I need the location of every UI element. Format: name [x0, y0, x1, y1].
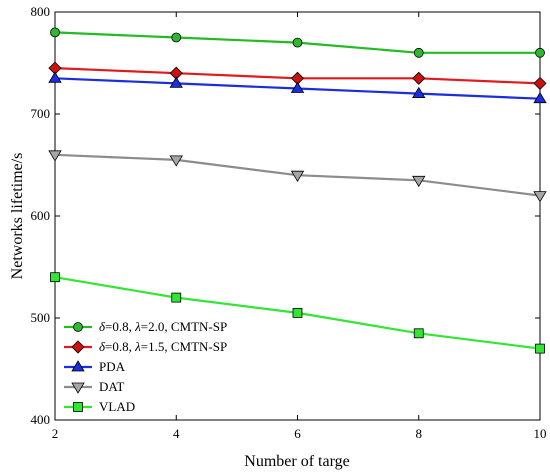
x-axis-title: Number of targe	[244, 453, 349, 470]
data-point	[290, 170, 305, 182]
data-point	[169, 76, 183, 88]
legend-label: VLAD	[99, 399, 135, 414]
legend-label: PDA	[99, 359, 126, 374]
y-axis: 400 500 600 700 800	[31, 4, 540, 427]
legend: δ=0.8, λ=2.0, CMTN-SP δ=0.8, λ=1.5, CMTN-…	[64, 319, 227, 414]
data-point	[535, 343, 545, 354]
legend-item: δ=0.8, λ=2.0, CMTN-SP	[64, 319, 227, 334]
legend-label: DAT	[99, 379, 124, 394]
y-tick-label: 600	[31, 208, 51, 223]
data-point	[533, 76, 547, 90]
data-point	[171, 292, 182, 303]
y-tick-label: 700	[31, 106, 51, 121]
data-point	[48, 150, 62, 162]
legend-marker	[71, 360, 85, 372]
y-tick-label: 500	[31, 310, 51, 325]
data-point	[413, 328, 424, 339]
series-4	[48, 150, 547, 203]
data-point	[292, 307, 303, 318]
data-point	[169, 155, 183, 167]
legend-item: PDA	[64, 359, 126, 374]
y-axis-title: Networks lifetime/s	[9, 153, 26, 280]
x-tick-label: 8	[416, 426, 423, 441]
data-point	[290, 81, 305, 93]
legend-item: δ=0.8, λ=1.5, CMTN-SP	[64, 339, 227, 354]
legend-marker	[71, 340, 85, 354]
data-point	[412, 71, 426, 85]
data-point	[50, 272, 60, 283]
series-layer	[48, 27, 547, 354]
y-tick-label: 400	[31, 412, 51, 427]
data-point	[48, 71, 62, 83]
data-point	[50, 27, 60, 38]
legend-item: DAT	[64, 379, 124, 394]
x-tick-label: 4	[173, 426, 180, 441]
legend-marker	[73, 402, 83, 412]
legend-label: δ=0.8, λ=2.0, CMTN-SP	[99, 319, 227, 334]
x-axis: 2 4 6 8 10	[52, 12, 547, 441]
legend-marker	[71, 382, 85, 394]
x-tick-label: 6	[294, 426, 301, 441]
legend-item: VLAD	[64, 399, 135, 414]
series-1	[50, 27, 545, 58]
legend-label: δ=0.8, λ=1.5, CMTN-SP	[99, 339, 227, 354]
x-tick-label: 10	[534, 426, 547, 441]
data-point	[171, 32, 182, 43]
y-tick-label: 800	[31, 4, 51, 19]
data-point	[412, 175, 426, 188]
x-tick-label: 2	[52, 426, 59, 441]
series-3	[48, 71, 547, 104]
legend-marker	[73, 322, 83, 332]
data-point	[533, 191, 547, 203]
data-point	[533, 91, 547, 104]
data-point	[292, 37, 303, 48]
data-point	[412, 86, 426, 98]
data-point	[535, 47, 545, 58]
series-5	[50, 272, 545, 354]
data-point	[413, 47, 424, 58]
